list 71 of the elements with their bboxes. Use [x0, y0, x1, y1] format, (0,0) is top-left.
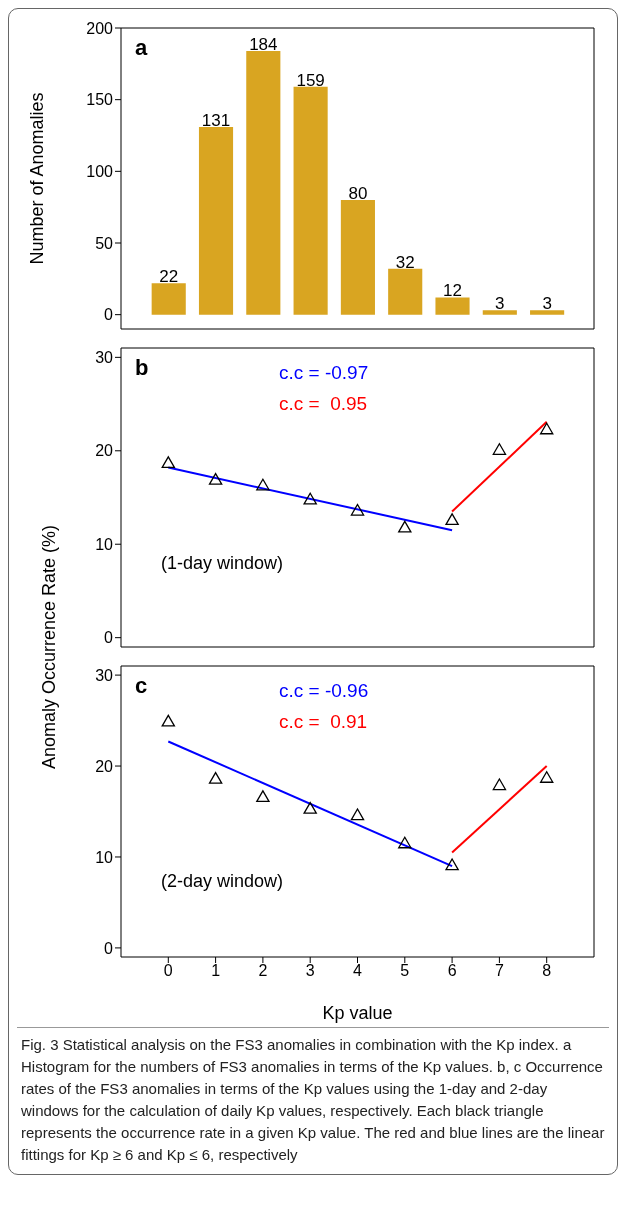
data-label: 22 [159, 267, 179, 287]
y-tick-label: 20 [95, 442, 114, 460]
y-tick-label: 0 [104, 306, 114, 324]
point [445, 858, 459, 871]
bar [530, 310, 565, 315]
y-tick-label: 20 [95, 757, 114, 775]
point [256, 478, 270, 491]
x-tick-label: 2 [258, 962, 268, 980]
point [398, 520, 412, 533]
caption: Fig. 3 Statistical analysis on the FS3 anomalies in combination with the Kp index. a Histogram for the numbers of FS3 anomalies in terms of the Kp values. b, c Occurrence rates of the FS3 anomalies in terms of the Kp values using the 1-day and 2-day windows for the calculation of daily Kp values, respectively. Each black triangle represents the occurrence rate in a given Kp value. The red and blue lines are the linear fittings for Kp ≥ 6 and Kp ≤ 6, respectively [17, 1027, 609, 1174]
x-tick-label: 5 [400, 962, 410, 980]
bar [293, 86, 328, 315]
y-tick-label: 0 [104, 629, 114, 647]
x-axis-title: Kp value [322, 1003, 393, 1023]
point [492, 443, 507, 455]
y-tick-label: 100 [86, 163, 114, 181]
x-tick-label: 3 [305, 962, 315, 980]
bar [198, 126, 234, 315]
point [303, 492, 317, 505]
data-label: 184 [249, 34, 278, 54]
annotation: (2-day window) [161, 871, 284, 892]
bar [246, 50, 281, 315]
point [303, 802, 317, 814]
data-label: 3 [495, 294, 505, 314]
y-tick-label: 0 [104, 939, 114, 957]
x-tick-label: 4 [353, 962, 363, 980]
y-axis-title: Number of Anomalies [27, 92, 48, 265]
y-tick-label: 30 [95, 666, 114, 684]
annotation: c [135, 673, 148, 699]
y-axis-title: Anomaly Occurrence Rate (%) [38, 524, 60, 770]
data-label: 12 [443, 281, 462, 301]
y-tick-label: 150 [86, 91, 114, 109]
point [350, 808, 365, 821]
annotation: b [135, 355, 149, 381]
y-tick-label: 50 [95, 234, 114, 252]
x-tick-label: 0 [163, 962, 173, 980]
data-label: 32 [395, 252, 415, 272]
x-tick-label: 6 [447, 962, 457, 980]
point [445, 513, 459, 526]
y-tick-label: 10 [95, 848, 114, 866]
text: c.c = 0.95 [279, 392, 369, 416]
bar [435, 297, 470, 315]
point [161, 714, 176, 727]
y-tick-label: 30 [95, 349, 114, 367]
y-tick-label: 200 [86, 19, 114, 37]
bar [340, 200, 375, 315]
point [350, 503, 365, 516]
point [208, 772, 223, 784]
point [161, 456, 176, 469]
y-tick-label: 10 [95, 535, 114, 553]
data-label: 80 [348, 184, 368, 203]
x-tick-label: 7 [494, 962, 504, 980]
bar [388, 268, 423, 315]
point [539, 771, 554, 783]
point [256, 790, 270, 803]
annotation: (1-day window) [161, 553, 284, 574]
bar [482, 310, 517, 315]
x-tick-label: 1 [211, 962, 221, 980]
point [539, 422, 554, 435]
text: c.c = -0.97 [279, 361, 369, 385]
annotation: a [135, 35, 148, 61]
point [208, 473, 223, 485]
data-label: 131 [201, 110, 231, 130]
data-label: 3 [542, 294, 552, 314]
point [398, 836, 412, 849]
point [492, 778, 507, 791]
text: c.c = -0.96 [279, 679, 369, 703]
text: c.c = 0.91 [279, 710, 369, 734]
bar [151, 283, 186, 315]
x-tick-label: 8 [542, 962, 552, 980]
data-label: 159 [296, 70, 325, 90]
